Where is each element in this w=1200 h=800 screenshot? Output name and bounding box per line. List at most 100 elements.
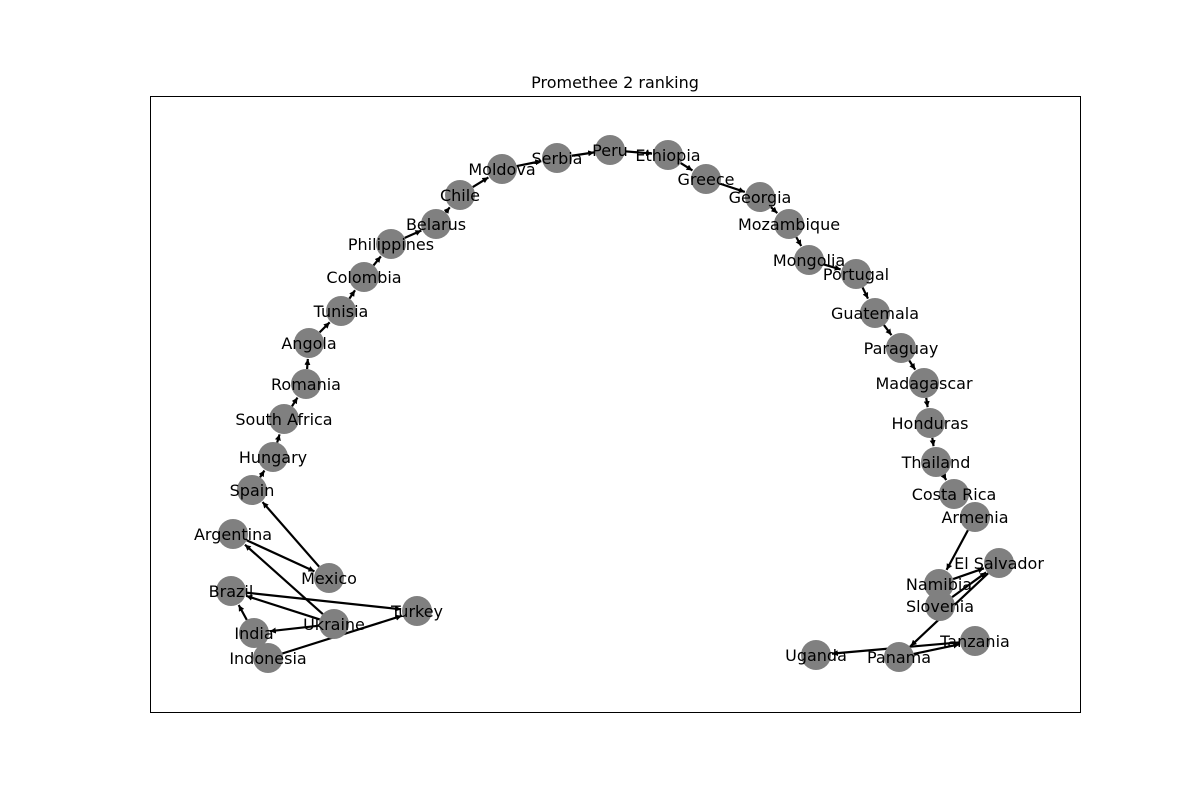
edge-ukraine-to-brazil	[245, 594, 321, 621]
node-label-spain: Spain	[230, 481, 275, 500]
node-romania	[291, 369, 321, 399]
node-ukraine	[319, 609, 349, 639]
node-el-salvador	[984, 548, 1014, 578]
node-label-uganda: Uganda	[785, 646, 847, 665]
node-label-mexico: Mexico	[301, 569, 357, 588]
edge-panama-to-tanzania	[913, 642, 960, 655]
edge-south-africa-to-romania	[291, 396, 299, 407]
node-label-peru: Peru	[592, 141, 628, 160]
node-label-tanzania: Tanzania	[939, 632, 1010, 651]
node-label-moldova: Moldova	[468, 160, 535, 179]
edge-ukraine-to-argentina	[244, 543, 324, 615]
node-label-paraguay: Paraguay	[864, 339, 939, 358]
node-label-armenia: Armenia	[941, 508, 1008, 527]
edge-madagascar-to-honduras	[923, 397, 930, 408]
node-slovenia	[925, 591, 955, 621]
edge-armenia-to-namibia	[945, 529, 969, 571]
node-mozambique	[774, 209, 804, 239]
edge-brazil-to-turkey	[245, 591, 402, 612]
edge-tunisia-to-colombia	[348, 289, 356, 300]
node-spain	[237, 475, 267, 505]
node-label-turkey: Turkey	[390, 602, 443, 621]
node-label-romania: Romania	[271, 375, 341, 394]
node-tunisia	[326, 296, 356, 326]
edge-ethiopia-to-greece	[680, 162, 694, 172]
node-panama	[884, 642, 914, 672]
edge-romania-to-angola	[304, 358, 311, 370]
edge-moldova-to-serbia	[516, 159, 542, 168]
node-greece	[691, 164, 721, 194]
node-label-ukraine: Ukraine	[303, 615, 365, 634]
edge-thailand-to-costa-rica	[940, 473, 948, 481]
node-label-ethiopia: Ethiopia	[635, 146, 700, 165]
edge-angola-to-tunisia	[318, 321, 331, 334]
node-label-mongolia: Mongolia	[773, 251, 845, 270]
node-thailand	[921, 447, 951, 477]
node-paraguay	[886, 333, 916, 363]
node-honduras	[915, 408, 945, 438]
node-guatemala	[860, 298, 890, 328]
edge-mongolia-to-portugal	[823, 263, 841, 271]
node-label-slovenia: Slovenia	[906, 597, 974, 616]
node-label-mozambique: Mozambique	[738, 215, 840, 234]
node-label-tunisia: Tunisia	[313, 302, 369, 321]
node-label-india: India	[234, 624, 273, 643]
node-mexico	[314, 563, 344, 593]
edge-paraguay-to-madagascar	[908, 359, 917, 371]
node-label-angola: Angola	[281, 334, 336, 353]
node-label-indonesia: Indonesia	[229, 649, 306, 668]
node-label-thailand: Thailand	[901, 453, 971, 472]
edge-portugal-to-guatemala	[861, 287, 869, 300]
node-label-hungary: Hungary	[239, 448, 307, 467]
node-philippines	[376, 229, 406, 259]
edge-slovenia-to-el-salvador	[951, 571, 987, 599]
node-label-philippines: Philippines	[348, 235, 434, 254]
node-label-south-africa: South Africa	[235, 410, 332, 429]
node-label-namibia: Namibia	[906, 575, 972, 594]
edge-ukraine-to-india	[269, 624, 320, 634]
node-namibia	[924, 569, 954, 599]
edge-india-to-brazil	[237, 604, 248, 621]
node-label-brazil: Brazil	[209, 582, 254, 601]
node-india	[239, 618, 269, 648]
edge-peru-to-ethiopia	[624, 150, 653, 157]
node-georgia	[745, 182, 775, 212]
node-argentina	[218, 519, 248, 549]
node-costa-rica	[939, 479, 969, 509]
node-label-panama: Panama	[867, 648, 931, 667]
nodes-layer	[216, 135, 1014, 673]
node-brazil	[216, 576, 246, 606]
node-turkey	[402, 596, 432, 626]
edge-namibia-to-el-salvador	[952, 567, 985, 581]
chart-title: Promethee 2 ranking	[531, 73, 699, 92]
node-colombia	[349, 262, 379, 292]
node-label-greece: Greece	[678, 170, 735, 189]
node-south-africa	[269, 404, 299, 434]
edge-hungary-to-south-africa	[275, 434, 281, 443]
edge-georgia-to-mozambique	[770, 206, 779, 214]
edge-spain-to-hungary	[258, 469, 266, 478]
edge-honduras-to-thailand	[929, 437, 936, 447]
node-uganda	[801, 640, 831, 670]
node-label-chile: Chile	[440, 186, 480, 205]
node-moldova	[487, 154, 517, 184]
edge-chile-to-moldova	[472, 176, 489, 189]
node-label-colombia: Colombia	[326, 268, 401, 287]
node-label-georgia: Georgia	[729, 188, 792, 207]
node-ethiopia	[653, 140, 683, 170]
node-tanzania	[960, 626, 990, 656]
edge-argentina-to-mexico	[246, 539, 315, 573]
edge-guatemala-to-paraguay	[883, 324, 893, 336]
edge-serbia-to-peru	[571, 150, 595, 157]
node-label-honduras: Honduras	[892, 414, 969, 433]
node-label-serbia: Serbia	[532, 149, 583, 168]
node-angola	[294, 328, 324, 358]
node-madagascar	[909, 368, 939, 398]
node-mongolia	[794, 245, 824, 275]
node-peru	[595, 135, 625, 165]
node-belarus	[421, 209, 451, 239]
node-label-portugal: Portugal	[823, 265, 889, 284]
node-indonesia	[253, 643, 283, 673]
node-label-guatemala: Guatemala	[831, 304, 919, 323]
